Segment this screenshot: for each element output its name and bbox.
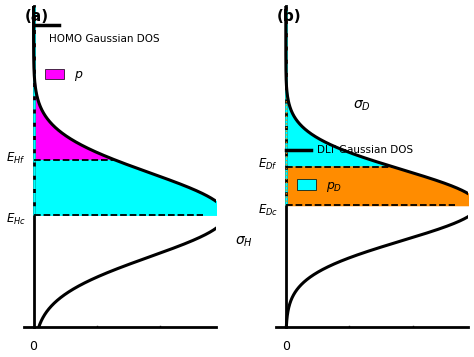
Text: $E_{Df}$: $E_{Df}$ bbox=[258, 157, 278, 172]
Text: 0: 0 bbox=[29, 340, 37, 353]
Text: HOMO Gaussian DOS: HOMO Gaussian DOS bbox=[49, 34, 160, 44]
Text: $E_{Hc}$: $E_{Hc}$ bbox=[6, 212, 26, 227]
Text: DLT Gaussian DOS: DLT Gaussian DOS bbox=[317, 145, 413, 155]
Text: $E_{Hf}$: $E_{Hf}$ bbox=[6, 151, 26, 166]
Text: $\sigma_D$: $\sigma_D$ bbox=[353, 98, 371, 112]
Text: $\sigma_H$: $\sigma_H$ bbox=[236, 235, 253, 249]
Legend: $p_D$: $p_D$ bbox=[292, 174, 347, 199]
Text: (a): (a) bbox=[24, 9, 48, 24]
Text: (b): (b) bbox=[276, 9, 301, 24]
Text: 0: 0 bbox=[282, 340, 290, 353]
Legend: $p$: $p$ bbox=[40, 63, 88, 88]
Text: $E_{Dc}$: $E_{Dc}$ bbox=[258, 202, 278, 217]
